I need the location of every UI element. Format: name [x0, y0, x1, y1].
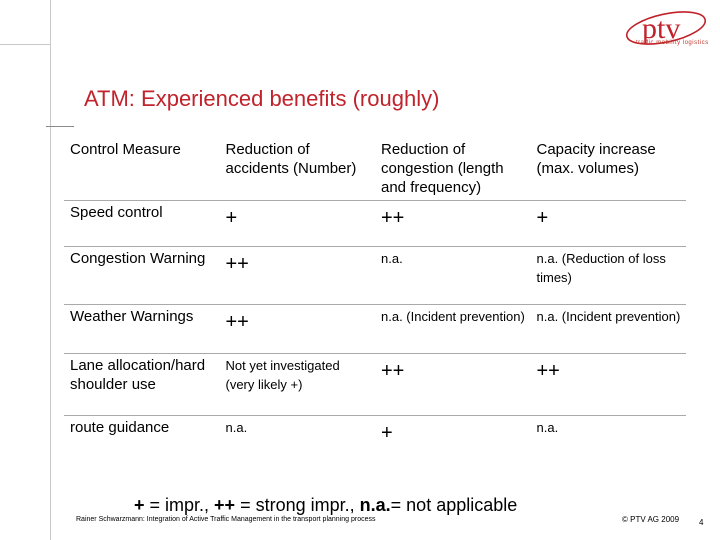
rating-value: + — [381, 422, 393, 444]
cell-capacity: n.a. (Reduction of loss times) — [530, 246, 686, 305]
rating-value: n.a. (Reduction of loss times) — [536, 251, 666, 285]
rating-value: n.a. (Incident prevention) — [381, 309, 525, 324]
cell-accidents: + — [219, 200, 375, 247]
cell-congestion: ++ — [375, 353, 531, 416]
cell-capacity: n.a. — [531, 416, 687, 457]
rating-value: n.a. — [381, 251, 403, 266]
cell-measure: route guidance — [70, 419, 170, 436]
rating-value: ++ — [225, 311, 249, 333]
table-row: Lane allocation/hard shoulder use Not ye… — [64, 353, 686, 416]
legend: + = impr., ++ = strong impr., n.a.= not … — [134, 495, 517, 516]
rating-value: + — [225, 207, 238, 229]
rating-value: n.a. — [536, 420, 559, 435]
cell-congestion: ++ — [375, 200, 531, 247]
rating-value: n.a. (Incident prevention) — [536, 309, 681, 324]
page-number: 4 — [699, 518, 704, 527]
cell-accidents: Not yet investigated (very likely +) — [219, 353, 375, 416]
cell-congestion: n.a. (Incident prevention) — [375, 304, 531, 354]
rating-value: ++ — [381, 360, 405, 382]
footer-copyright: © PTV AG 2009 — [622, 515, 680, 524]
table-row: Weather Warnings ++ n.a. (Incident preve… — [64, 304, 686, 354]
cell-congestion: + — [375, 416, 531, 457]
cell-capacity: + — [530, 200, 686, 247]
rating-value: Not yet investigated (very likely +) — [225, 358, 340, 392]
footer-author: Rainer Schwarzmann: Integration of Activ… — [76, 516, 376, 523]
cell-accidents: ++ — [219, 246, 375, 305]
header-reduction-congestion: Reduction of congestion (length and freq… — [375, 138, 531, 201]
header-reduction-accidents: Reduction of accidents (Number) — [219, 138, 375, 201]
rating-value: ++ — [381, 207, 405, 229]
table-row: Speed control + ++ + — [64, 200, 686, 247]
logo-text: ptv — [642, 12, 680, 45]
legend-plus: + — [134, 495, 145, 515]
page-title: ATM: Experienced benefits (roughly) — [84, 86, 440, 111]
left-guide-line — [50, 0, 51, 540]
logo-tagline: traffic mobility logistics — [636, 40, 709, 46]
top-guide-line — [0, 44, 50, 45]
cell-measure: Speed control — [64, 200, 220, 247]
rating-value: n.a. — [225, 420, 248, 435]
legend-double-plus: ++ — [214, 495, 236, 515]
header-control-measure: Control Measure — [64, 138, 220, 201]
cell-measure: Congestion Warning — [64, 246, 220, 305]
ptv-logo: ptv — [625, 11, 707, 45]
rating-value: ++ — [536, 360, 560, 382]
table-row: route guidance n.a. + n.a. — [64, 416, 686, 457]
cell-measure: Lane allocation/hard shoulder use — [64, 353, 220, 416]
cell-accidents: ++ — [219, 304, 375, 354]
legend-not-applicable: = not applicable — [390, 495, 518, 515]
cell-capacity: n.a. (Incident prevention) — [530, 304, 686, 354]
cell-capacity: ++ — [530, 353, 686, 416]
legend-strong-impr: = strong impr., — [235, 495, 360, 515]
benefits-table: Control Measure Reduction of accidents (… — [64, 138, 686, 456]
legend-na: n.a. — [359, 495, 391, 515]
table-row: Congestion Warning ++ n.a. n.a. (Reducti… — [64, 246, 686, 305]
rating-value: ++ — [225, 253, 249, 275]
cell-accidents: n.a. — [220, 416, 376, 457]
legend-impr: = impr., — [144, 495, 215, 515]
table-header-row: Control Measure Reduction of accidents (… — [64, 138, 686, 201]
title-guide-line — [46, 126, 74, 127]
rating-value: + — [536, 207, 549, 229]
header-capacity-increase: Capacity increase (max. volumes) — [530, 138, 686, 201]
cell-measure: Weather Warnings — [64, 304, 220, 354]
cell-congestion: n.a. — [375, 246, 531, 305]
